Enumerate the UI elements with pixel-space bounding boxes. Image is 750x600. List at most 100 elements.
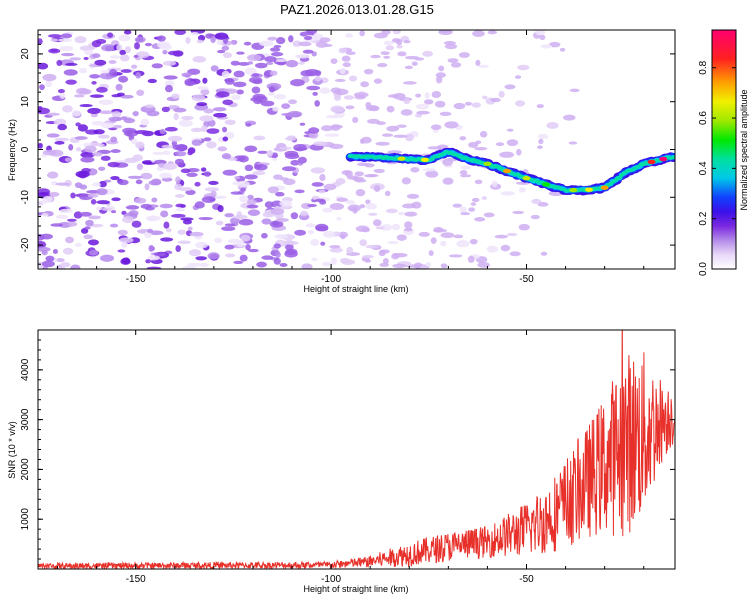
spectrogram-noise-cell [391, 253, 400, 260]
spectrogram-noise-cell [500, 191, 515, 196]
spectrogram-noise-cell [45, 80, 52, 88]
spectrogram-noise-cell [450, 62, 462, 68]
spectrogram-noise-cell [267, 186, 279, 194]
spectrogram-noise-cell [145, 259, 151, 264]
spectrogram-noise-cell [383, 55, 391, 59]
spectrogram-noise-cell [378, 249, 386, 257]
spectrogram-noise-cell [182, 219, 192, 225]
spectrogram-noise-cell [65, 79, 77, 85]
spectrogram-noise-cell [252, 170, 266, 176]
spectrogram-noise-cell [132, 154, 144, 162]
spectrogram-noise-cell [182, 265, 196, 269]
spectrogram-noise-cell [512, 210, 525, 215]
spectrogram-noise-cell [559, 47, 566, 52]
spectrogram-noise-cell [77, 124, 89, 132]
spectrogram-x-tick-label: -150 [126, 274, 146, 285]
spectrogram-noise-cell [264, 201, 274, 209]
spectrogram-noise-cell [387, 240, 399, 245]
spectrogram-noise-cell [91, 120, 106, 126]
spectrogram-noise-cell [175, 176, 181, 184]
spectrogram-noise-cell [273, 243, 281, 249]
spectrogram-noise-cell [67, 221, 78, 227]
spectrogram-y-tick-label: 10 [20, 96, 31, 108]
spectrogram-noise-cell [117, 179, 129, 186]
spectrogram-noise-cell [306, 85, 321, 91]
spectrogram-noise-cell [312, 91, 318, 96]
spectrogram-noise-cell [200, 167, 207, 172]
spectrogram-noise-cell [311, 182, 324, 187]
spectrogram-noise-cell [207, 252, 220, 260]
spectrogram-noise-cell [164, 84, 173, 93]
spectrogram-noise-cell [274, 93, 286, 100]
spectrogram-noise-cell [474, 217, 486, 222]
spectrogram-noise-cell [440, 232, 455, 239]
spectrogram-noise-cell [373, 168, 385, 173]
spectrogram-noise-cell [236, 89, 244, 95]
spectrogram-noise-cell [91, 80, 97, 85]
spectrogram-noise-cell [162, 50, 168, 55]
spectrogram-noise-cell [224, 78, 235, 85]
snr-y-axis: 1000 2000 3000 4000 [20, 329, 675, 560]
spectrogram-noise-cell [90, 198, 97, 205]
spectrogram-noise-cell [213, 195, 227, 200]
spectrogram-noise-cell [111, 111, 122, 118]
spectrogram-noise-cell [313, 141, 328, 147]
spectrogram-noise-cell [385, 208, 398, 214]
spectrogram-noise-cell [125, 205, 140, 210]
spectrogram-noise-cell [345, 105, 355, 110]
spectrogram-noise-cell [119, 237, 134, 243]
spectrogram-noise-cell [329, 203, 345, 211]
colorbar-gradient [712, 30, 736, 269]
spectrogram-noise-cell [272, 106, 280, 112]
spectrogram-noise-cell [187, 226, 193, 231]
spectrogram-noise-cell [467, 255, 475, 263]
spectrogram-noise-cell [363, 68, 374, 75]
spectrogram-noise-cell [87, 239, 100, 246]
spectrogram-noise-cell [247, 209, 261, 216]
spectrogram-noise-cell [83, 56, 89, 61]
spectrogram-noise-cell [267, 92, 275, 96]
spectrogram-y-axis: -20 -10 0 10 20 [20, 34, 675, 265]
spectrogram-noise-cell [80, 151, 95, 158]
spectrogram-noise-cell [423, 168, 437, 172]
spectrogram-noise-cell [495, 142, 505, 147]
spectrogram-noise-cell [67, 218, 77, 222]
spectrogram-noise-cell [304, 36, 313, 41]
spectrogram-track-peak [522, 175, 531, 181]
spectrogram-noise-cell [165, 228, 172, 233]
spectrogram-noise-cell [214, 237, 223, 244]
spectrogram-noise-cell [411, 201, 422, 209]
spectrogram-noise-cell [107, 32, 114, 38]
spectrogram-noise-cell [471, 197, 480, 203]
spectrogram-noise-cell [237, 61, 250, 66]
spectrogram-noise-cell [75, 170, 90, 178]
spectrogram-noise-cell [80, 156, 95, 163]
spectrogram-noise-cell [134, 36, 146, 43]
spectrogram-x-axis: -150 -100 -50 [57, 30, 645, 285]
spectrogram-noise-cell [323, 43, 333, 47]
spectrogram-y-tick-label: -10 [20, 190, 31, 205]
spectrogram-noise-cell [71, 110, 82, 117]
spectrogram-noise-cell [433, 226, 444, 233]
spectrogram-noise-cell [54, 140, 65, 145]
spectrogram-noise-cell [233, 214, 248, 220]
spectrogram-noise-cell [175, 194, 185, 198]
spectrogram-noise-cell [536, 145, 543, 149]
spectrogram-noise-cell [188, 249, 202, 257]
spectrogram-noise-cell [403, 227, 413, 232]
spectrogram-noise-cell [540, 44, 553, 49]
spectrogram-noise-cell [144, 104, 155, 109]
spectrogram-noise-cell [329, 245, 341, 249]
spectrogram-track-cell [613, 178, 619, 182]
spectrogram-noise-cell [94, 59, 107, 66]
spectrogram-noise-cell [434, 100, 446, 108]
spectrogram-noise-cell [354, 171, 365, 177]
spectrogram-noise-cell [195, 256, 208, 261]
spectrogram-noise-cell [266, 150, 274, 157]
spectrogram-noise-cell [531, 198, 542, 205]
spectrogram-noise-cell [245, 243, 251, 251]
spectrogram-track-peak [659, 156, 668, 162]
spectrogram-noise-cell [338, 47, 347, 54]
spectrogram-noise-cell [381, 133, 394, 137]
spectrogram-noise-cell [225, 253, 236, 258]
